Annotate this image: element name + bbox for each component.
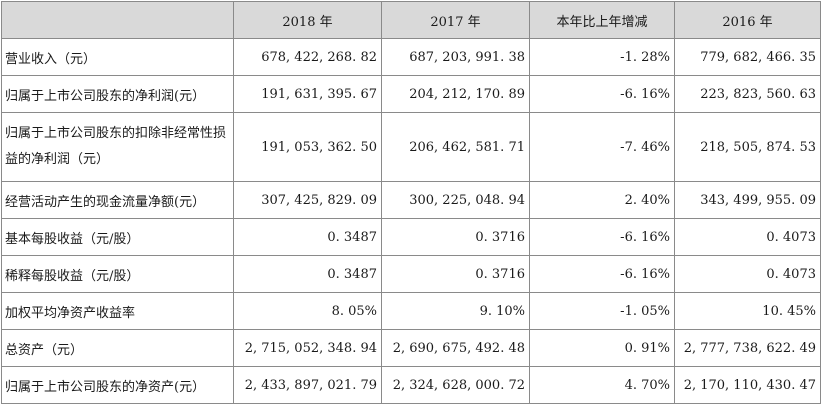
table-row: 总资产（元） 2, 715, 052, 348. 94 2, 690, 675,… bbox=[1, 329, 821, 367]
header-change: 本年比上年增减 bbox=[529, 1, 675, 39]
cell-change: 4. 70% bbox=[529, 366, 675, 404]
table-header-row: 2018 年 2017 年 本年比上年增减 2016 年 bbox=[1, 1, 821, 39]
header-2017: 2017 年 bbox=[381, 1, 530, 39]
cell-2016: 343, 499, 955. 09 bbox=[674, 181, 821, 219]
cell-2016: 10. 45% bbox=[674, 292, 821, 330]
cell-change: -1. 05% bbox=[529, 292, 675, 330]
financial-summary-table: 2018 年 2017 年 本年比上年增减 2016 年 营业收入（元） 678… bbox=[1, 1, 821, 404]
cell-change: 0. 91% bbox=[529, 329, 675, 367]
cell-2018: 678, 422, 268. 82 bbox=[233, 38, 382, 76]
cell-2017: 2, 324, 628, 000. 72 bbox=[381, 366, 530, 404]
cell-2018: 0. 3487 bbox=[233, 218, 382, 256]
cell-2018: 307, 425, 829. 09 bbox=[233, 181, 382, 219]
row-label: 归属于上市公司股东的净利润(元） bbox=[1, 75, 234, 113]
cell-2017: 300, 225, 048. 94 bbox=[381, 181, 530, 219]
cell-2018: 2, 715, 052, 348. 94 bbox=[233, 329, 382, 367]
cell-2018: 8. 05% bbox=[233, 292, 382, 330]
cell-2016: 779, 682, 466. 35 bbox=[674, 38, 821, 76]
table-row: 经营活动产生的现金流量净额(元） 307, 425, 829. 09 300, … bbox=[1, 181, 821, 219]
table-row: 归属于上市公司股东的净资产(元） 2, 433, 897, 021. 79 2,… bbox=[1, 366, 821, 404]
cell-2018: 2, 433, 897, 021. 79 bbox=[233, 366, 382, 404]
cell-2018: 191, 631, 395. 67 bbox=[233, 75, 382, 113]
row-label: 归属于上市公司股东的净资产(元） bbox=[1, 366, 234, 404]
cell-2016: 2, 777, 738, 622. 49 bbox=[674, 329, 821, 367]
cell-2017: 687, 203, 991. 38 bbox=[381, 38, 530, 76]
cell-2017: 9. 10% bbox=[381, 292, 530, 330]
cell-2016: 0. 4073 bbox=[674, 255, 821, 293]
table-row: 归属于上市公司股东的净利润(元） 191, 631, 395. 67 204, … bbox=[1, 75, 821, 113]
header-label-cell bbox=[1, 1, 234, 39]
cell-change: -7. 46% bbox=[529, 112, 675, 182]
cell-change: -6. 16% bbox=[529, 218, 675, 256]
cell-2016: 223, 823, 560. 63 bbox=[674, 75, 821, 113]
row-label: 稀释每股收益（元/股） bbox=[1, 255, 234, 293]
row-label: 经营活动产生的现金流量净额(元） bbox=[1, 181, 234, 219]
row-label: 归属于上市公司股东的扣除非经常性损益的净利润（元） bbox=[1, 112, 234, 182]
cell-2017: 0. 3716 bbox=[381, 218, 530, 256]
cell-2017: 204, 212, 170. 89 bbox=[381, 75, 530, 113]
row-label: 加权平均净资产收益率 bbox=[1, 292, 234, 330]
header-2018: 2018 年 bbox=[233, 1, 382, 39]
table-row: 营业收入（元） 678, 422, 268. 82 687, 203, 991.… bbox=[1, 38, 821, 76]
cell-2016: 0. 4073 bbox=[674, 218, 821, 256]
cell-2016: 218, 505, 874. 53 bbox=[674, 112, 821, 182]
row-label: 营业收入（元） bbox=[1, 38, 234, 76]
row-label: 基本每股收益（元/股） bbox=[1, 218, 234, 256]
cell-2018: 0. 3487 bbox=[233, 255, 382, 293]
cell-2018: 191, 053, 362. 50 bbox=[233, 112, 382, 182]
cell-change: -1. 28% bbox=[529, 38, 675, 76]
header-2016: 2016 年 bbox=[674, 1, 821, 39]
cell-2016: 2, 170, 110, 430. 47 bbox=[674, 366, 821, 404]
cell-change: -6. 16% bbox=[529, 75, 675, 113]
cell-2017: 0. 3716 bbox=[381, 255, 530, 293]
table-row: 归属于上市公司股东的扣除非经常性损益的净利润（元） 191, 053, 362.… bbox=[1, 112, 821, 182]
cell-change: -6. 16% bbox=[529, 255, 675, 293]
cell-2017: 206, 462, 581. 71 bbox=[381, 112, 530, 182]
row-label: 总资产（元） bbox=[1, 329, 234, 367]
cell-2017: 2, 690, 675, 492. 48 bbox=[381, 329, 530, 367]
table-row: 加权平均净资产收益率 8. 05% 9. 10% -1. 05% 10. 45% bbox=[1, 292, 821, 330]
cell-change: 2. 40% bbox=[529, 181, 675, 219]
table-row: 基本每股收益（元/股） 0. 3487 0. 3716 -6. 16% 0. 4… bbox=[1, 218, 821, 256]
table-row: 稀释每股收益（元/股） 0. 3487 0. 3716 -6. 16% 0. 4… bbox=[1, 255, 821, 293]
